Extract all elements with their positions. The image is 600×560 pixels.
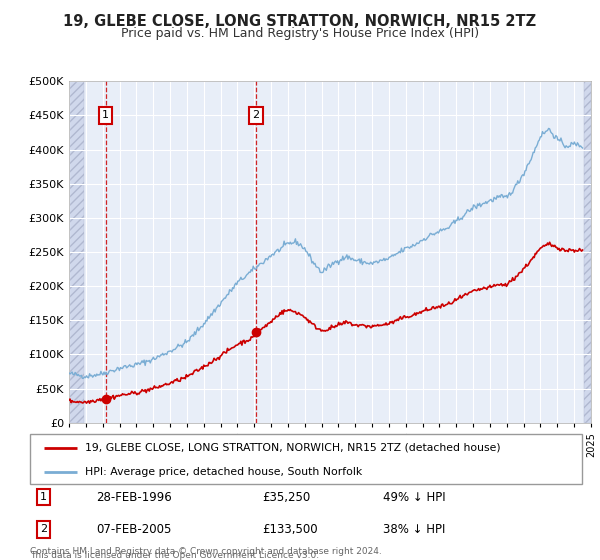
Text: 19, GLEBE CLOSE, LONG STRATTON, NORWICH, NR15 2TZ (detached house): 19, GLEBE CLOSE, LONG STRATTON, NORWICH,…: [85, 442, 501, 452]
Text: 19, GLEBE CLOSE, LONG STRATTON, NORWICH, NR15 2TZ: 19, GLEBE CLOSE, LONG STRATTON, NORWICH,…: [64, 14, 536, 29]
Text: 49% ↓ HPI: 49% ↓ HPI: [383, 491, 446, 504]
Text: This data is licensed under the Open Government Licence v3.0.: This data is licensed under the Open Gov…: [30, 551, 319, 560]
Polygon shape: [69, 81, 84, 423]
Text: 1: 1: [102, 110, 109, 120]
Text: Price paid vs. HM Land Registry's House Price Index (HPI): Price paid vs. HM Land Registry's House …: [121, 27, 479, 40]
Text: £133,500: £133,500: [262, 523, 317, 536]
Text: 38% ↓ HPI: 38% ↓ HPI: [383, 523, 446, 536]
Text: 2: 2: [253, 110, 259, 120]
FancyBboxPatch shape: [30, 434, 582, 484]
Text: 2: 2: [40, 525, 47, 534]
Text: £35,250: £35,250: [262, 491, 310, 504]
Text: 28-FEB-1996: 28-FEB-1996: [96, 491, 172, 504]
Text: Contains HM Land Registry data © Crown copyright and database right 2024.: Contains HM Land Registry data © Crown c…: [30, 547, 382, 556]
Text: 07-FEB-2005: 07-FEB-2005: [96, 523, 172, 536]
Text: 1: 1: [40, 492, 47, 502]
Polygon shape: [584, 81, 591, 423]
Text: HPI: Average price, detached house, South Norfolk: HPI: Average price, detached house, Sout…: [85, 467, 362, 477]
